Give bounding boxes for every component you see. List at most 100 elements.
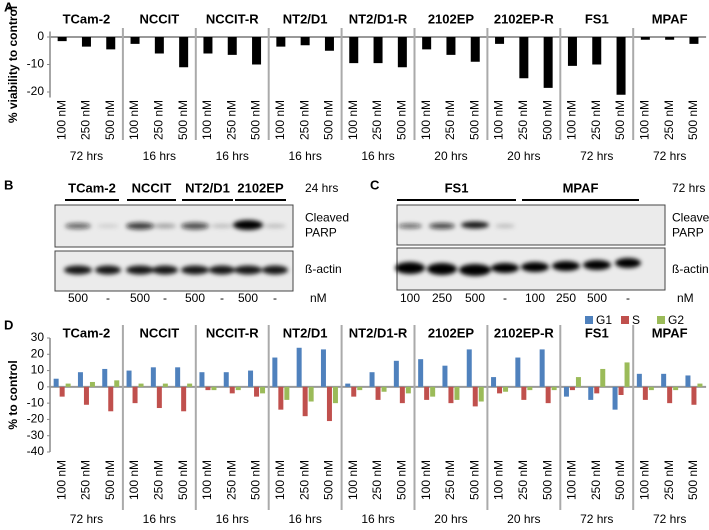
bar xyxy=(211,386,217,391)
y-tick-label: -20 xyxy=(27,84,45,98)
x-tick-label: 500 nM xyxy=(176,460,190,500)
dose-label: - xyxy=(220,291,224,305)
dose-label: - xyxy=(626,291,630,305)
time-label: 72 hrs xyxy=(70,149,103,163)
bar xyxy=(454,386,460,400)
y-tick-label: -30 xyxy=(27,428,45,442)
lane-label: NCCIT xyxy=(132,180,172,195)
x-tick-label: 250 nM xyxy=(443,100,457,140)
bar xyxy=(448,386,454,404)
bar xyxy=(393,360,399,387)
y-tick-label: -40 xyxy=(27,444,45,458)
group-title: 2102EP-R xyxy=(494,325,555,340)
dose-label: - xyxy=(106,291,110,305)
dose-label: 500 xyxy=(465,291,485,305)
y-tick-label: 20 xyxy=(31,346,45,360)
blot-bands xyxy=(64,220,288,275)
time-label: 20 hrs xyxy=(434,149,467,163)
bar xyxy=(223,372,229,387)
bar xyxy=(345,383,351,387)
row-label: ß-actin xyxy=(672,262,709,276)
x-tick-label: 250 nM xyxy=(662,100,676,140)
x-tick-label: 100 nM xyxy=(638,460,652,500)
x-tick-label: 250 nM xyxy=(589,460,603,500)
x-tick-label: 250 nM xyxy=(79,100,93,140)
x-tick-label: 250 nM xyxy=(297,100,311,140)
bar xyxy=(332,386,338,404)
bar xyxy=(381,386,387,392)
lane-label: NT2/D1 xyxy=(185,180,230,195)
bar xyxy=(351,386,357,397)
x-tick-label: 500 nM xyxy=(467,460,481,500)
bar xyxy=(685,375,691,387)
x-tick-label: 250 nM xyxy=(516,460,530,500)
bar xyxy=(399,386,405,404)
unit-label: nM xyxy=(310,291,327,305)
bar xyxy=(567,37,577,66)
dose-label: - xyxy=(503,291,507,305)
bar xyxy=(418,359,424,387)
y-tick-label: -10 xyxy=(27,395,45,409)
bar xyxy=(229,386,235,394)
bar xyxy=(252,37,262,65)
dose-label: 500 xyxy=(587,291,607,305)
panel-label: C xyxy=(370,177,380,192)
y-axis-label: % viability to control xyxy=(6,6,20,123)
bar xyxy=(65,383,71,387)
time-label: 16 hrs xyxy=(216,512,249,526)
lane-label: MPAF xyxy=(563,180,599,195)
bar xyxy=(430,386,436,397)
time-label: 20 hrs xyxy=(434,512,467,526)
group-title: TCam-2 xyxy=(63,325,111,340)
x-tick-label: 500 nM xyxy=(686,460,700,500)
time-label: 16 hrs xyxy=(288,512,321,526)
bar xyxy=(588,386,594,400)
panel-label: D xyxy=(4,317,13,332)
y-tick-label: 10 xyxy=(31,363,45,377)
time-label: 16 hrs xyxy=(288,149,321,163)
time-label: 72 hrs xyxy=(653,149,686,163)
legend-label: S xyxy=(632,313,640,327)
bar xyxy=(375,386,381,400)
bar xyxy=(205,386,211,391)
group-title: NT2/D1-R xyxy=(349,325,408,340)
bar xyxy=(349,37,359,64)
bar xyxy=(661,373,667,387)
time-label: 16 hrs xyxy=(361,149,394,163)
x-tick-label: 500 nM xyxy=(103,100,117,140)
y-tick-label: -10 xyxy=(27,57,45,71)
bar xyxy=(369,372,375,387)
bar xyxy=(126,370,132,387)
bar xyxy=(545,386,551,404)
bar xyxy=(276,37,286,47)
dose-label: 100 xyxy=(400,291,420,305)
legend-swatch xyxy=(657,316,665,324)
x-tick-label: 500 nM xyxy=(176,100,190,140)
group-title: FS1 xyxy=(585,325,609,340)
group-title: TCam-2 xyxy=(63,11,111,26)
bar xyxy=(697,383,703,387)
x-tick-label: 100 nM xyxy=(273,100,287,140)
x-tick-label: 100 nM xyxy=(565,100,579,140)
legend-label: G2 xyxy=(668,313,684,327)
bar xyxy=(665,37,675,40)
x-tick-label: 500 nM xyxy=(322,100,336,140)
bar xyxy=(181,386,187,412)
bar xyxy=(77,372,83,387)
x-tick-label: 100 nM xyxy=(200,100,214,140)
bar xyxy=(302,386,308,417)
bar xyxy=(569,386,575,391)
bar xyxy=(497,386,503,394)
bar xyxy=(373,37,383,64)
bar xyxy=(57,37,67,42)
bar xyxy=(642,386,648,400)
bar xyxy=(618,386,624,395)
row-label: PARP xyxy=(672,226,704,240)
bar xyxy=(308,386,314,402)
bar xyxy=(179,37,189,68)
bar xyxy=(326,386,332,422)
lane-label: 2102EP xyxy=(237,180,284,195)
x-tick-label: 250 nM xyxy=(224,100,238,140)
bar xyxy=(108,386,114,412)
